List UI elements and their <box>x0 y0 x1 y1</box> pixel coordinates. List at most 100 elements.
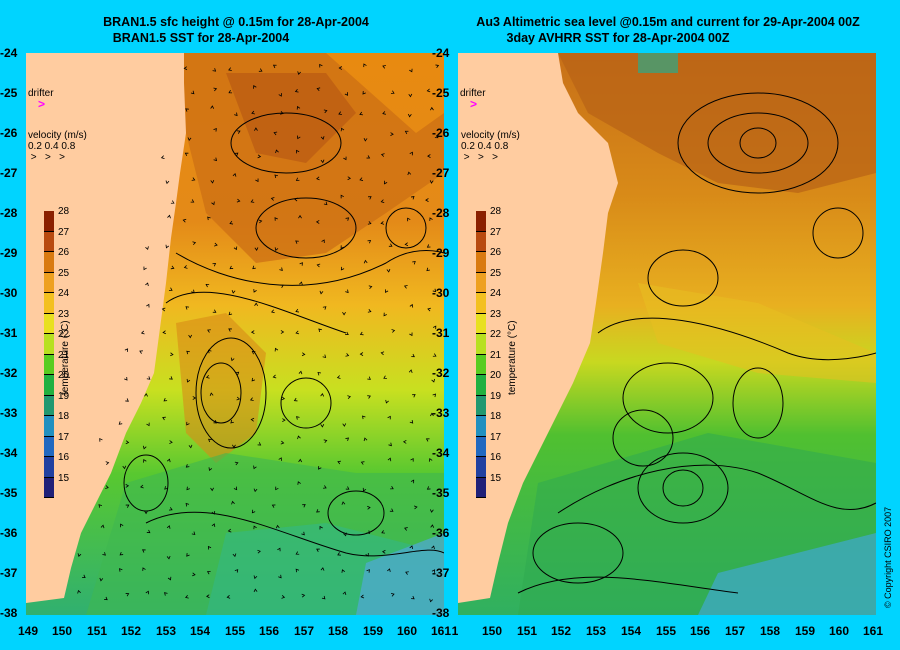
colorbar-swatch <box>44 436 54 457</box>
lon-label: 153 <box>155 624 177 638</box>
current-vector-arrow <box>254 302 258 307</box>
current-vector-arrow <box>411 353 415 358</box>
current-vector-arrow <box>125 484 130 488</box>
current-vector-arrow <box>409 419 414 424</box>
current-vector-arrow <box>250 199 255 203</box>
current-vector-arrow <box>427 154 431 158</box>
current-vector-arrow <box>206 594 210 599</box>
current-vector-arrow <box>384 180 388 185</box>
current-vector-arrow <box>161 307 166 312</box>
left-title-line2: BRAN1.5 SST for 28-Apr-2004 <box>112 31 290 45</box>
current-vector-arrow <box>298 370 303 375</box>
current-vector-arrow <box>342 591 347 596</box>
current-vector-arrow <box>362 487 367 492</box>
current-vector-arrow <box>432 393 437 398</box>
current-vector-arrow <box>413 505 418 510</box>
lat-label: -33 <box>432 406 450 420</box>
current-vector-arrow <box>207 545 212 550</box>
current-vector-arrow <box>253 465 257 470</box>
current-vector-arrow <box>250 330 255 334</box>
current-vector-arrow <box>345 486 350 490</box>
current-vector-arrow <box>337 552 341 556</box>
lon-label: 152 <box>120 624 142 638</box>
lat-label: -35 <box>0 486 18 500</box>
colorbar-swatch <box>476 313 486 334</box>
current-vector-arrow <box>409 545 414 550</box>
current-vector-arrow <box>183 265 188 269</box>
lat-label: -28 <box>0 206 18 220</box>
current-vector-arrow <box>170 265 175 270</box>
drifter-label: drifter <box>460 88 486 99</box>
current-vector-arrow <box>390 132 394 137</box>
current-vector-arrow <box>163 397 168 402</box>
lat-label: -28 <box>432 206 450 220</box>
current-vector-arrow <box>165 180 170 185</box>
current-vector-arrow <box>367 395 371 399</box>
current-vector-arrow <box>429 598 433 603</box>
current-vector-arrow <box>169 352 174 357</box>
current-vector-arrow <box>140 330 145 335</box>
lat-label: -27 <box>432 166 450 180</box>
current-vector-arrow <box>105 461 110 465</box>
current-vector-arrow <box>100 524 105 529</box>
current-vector-arrow <box>390 593 395 597</box>
current-vector-arrow <box>410 479 415 484</box>
colorbar-tick-label: 23 <box>58 308 70 320</box>
current-vector-arrow <box>408 369 413 373</box>
current-vector-arrow <box>426 244 431 248</box>
current-vector-arrow <box>186 378 191 383</box>
current-vector-arrow <box>338 111 342 115</box>
current-vector-arrow <box>402 439 407 444</box>
current-vector-arrow <box>144 393 148 397</box>
current-vector-arrow <box>192 396 197 400</box>
current-vector-arrow <box>426 267 430 272</box>
current-vector-arrow <box>323 201 328 206</box>
current-vector-arrow <box>359 331 364 336</box>
current-vector-arrow <box>249 397 254 401</box>
left-title-line1: BRAN1.5 sfc height @ 0.15m for 28-Apr-20… <box>103 15 369 29</box>
current-vector-arrow <box>345 437 350 441</box>
current-vector-arrow <box>250 417 255 422</box>
current-vector-arrow <box>212 68 217 72</box>
lat-label: -36 <box>0 526 18 540</box>
current-vector-arrow <box>322 354 327 358</box>
lon-label: 156 <box>258 624 280 638</box>
current-vector-arrow <box>301 593 306 598</box>
current-vector-arrow <box>320 392 325 397</box>
current-vector-arrow <box>230 357 235 362</box>
lat-label: -24 <box>0 46 18 60</box>
lon-label: 152 <box>550 624 572 638</box>
colorbar-swatch <box>44 334 54 355</box>
current-vector-arrow <box>426 88 431 93</box>
current-vector-arrow <box>105 485 109 489</box>
current-vector-arrow <box>170 200 175 204</box>
current-vector-arrow <box>299 262 303 266</box>
current-vector-arrow <box>380 351 385 356</box>
colorbar-swatch <box>44 272 54 293</box>
current-vector-arrow <box>146 529 151 534</box>
lat-label: -31 <box>0 326 18 340</box>
current-vector-arrow <box>257 154 262 159</box>
lon-label: 155 <box>655 624 677 638</box>
current-vector-arrow <box>228 67 232 71</box>
current-vector-arrow <box>82 574 86 579</box>
current-vector-arrow <box>164 486 168 490</box>
current-vector-arrow <box>409 68 413 73</box>
velocity-arrows-icon: > > > <box>28 152 65 163</box>
current-vector-arrow <box>404 130 409 135</box>
current-vector-arrow <box>191 531 196 535</box>
current-vector-arrow <box>192 572 196 577</box>
colorbar-swatch <box>44 477 54 498</box>
current-vector-arrow <box>385 399 389 404</box>
current-vector-arrow <box>381 549 386 554</box>
drifter-marker-icon: > <box>470 97 478 111</box>
current-vector-arrow <box>234 461 239 466</box>
current-vector-arrow <box>411 595 415 600</box>
current-vector-arrow <box>322 306 327 310</box>
current-vector-arrow <box>380 221 385 225</box>
current-vector-arrow <box>231 500 235 505</box>
lat-label: -38 <box>432 606 450 620</box>
current-vector-arrow <box>211 201 215 206</box>
copyright-text: © Copyright CSIRO 2007 <box>883 506 893 608</box>
current-vector-arrow <box>229 265 234 270</box>
